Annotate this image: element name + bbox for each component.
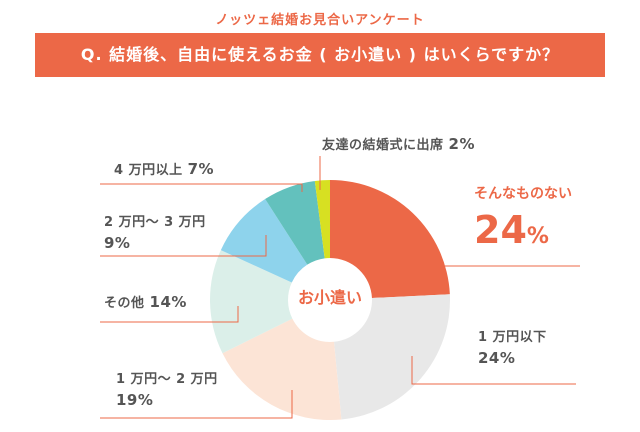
slice-label-over-40k: 4 万円以上 7% [114,159,214,181]
donut-slice-under-10k [333,294,450,420]
slice-value-none-unit: % [526,224,549,249]
slice-label-other-text: その他 [104,296,145,311]
slice-label-10k-20k: 1 万円〜 2 万円 19% [116,370,218,410]
donut-slice-over-40k [265,180,325,265]
slice-value-none: 24% [474,208,549,259]
survey-title: ノッツェ結婚お見合いアンケート [215,13,425,28]
slice-label-under-10k-text: 1 万円以下 [478,330,547,345]
leader-line-other [100,306,239,323]
slice-value-over-40k: 7% [187,160,215,178]
donut-slice-other [210,250,293,354]
donut-slice-20k-30k [220,199,308,283]
slice-label-wedding: 友達の結婚式に出席 2% [322,134,475,156]
slice-label-under-10k: 1 万円以下 24% [478,328,547,368]
leader-line-over-40k [100,183,303,192]
slice-value-20k-30k: 9% [104,234,131,252]
slice-value-none-number: 24 [474,208,527,252]
slice-value-other: 14% [149,293,187,311]
leader-line-none [439,265,580,272]
leader-line-20k-30k [100,235,267,257]
slice-label-wedding-text: 友達の結婚式に出席 [322,138,444,153]
slice-label-10k-20k-text: 1 万円〜 2 万円 [116,372,218,387]
slice-label-20k-30k: 2 万円〜 3 万円 9% [104,213,206,253]
question-banner: Q. 結婚後、自由に使えるお金 ( お小遣い ) はいくらですか？ [35,33,605,77]
leader-line-under-10k [411,356,576,385]
slice-label-20k-30k-text: 2 万円〜 3 万円 [104,215,206,230]
slice-value-10k-20k: 19% [116,391,154,409]
slice-label-none: そんなものない [474,186,572,202]
slice-label-other: その他 14% [104,292,187,314]
donut-slice-10k-20k [222,318,342,421]
slice-label-over-40k-text: 4 万円以上 [114,163,183,178]
slice-value-wedding: 2% [448,135,476,153]
donut-center-label: お小遣い [297,288,362,307]
donut-slice-wedding [314,180,330,259]
donut-slice-none [330,180,450,299]
leader-line-10k-20k [100,390,293,419]
slice-value-under-10k: 24% [478,349,516,367]
